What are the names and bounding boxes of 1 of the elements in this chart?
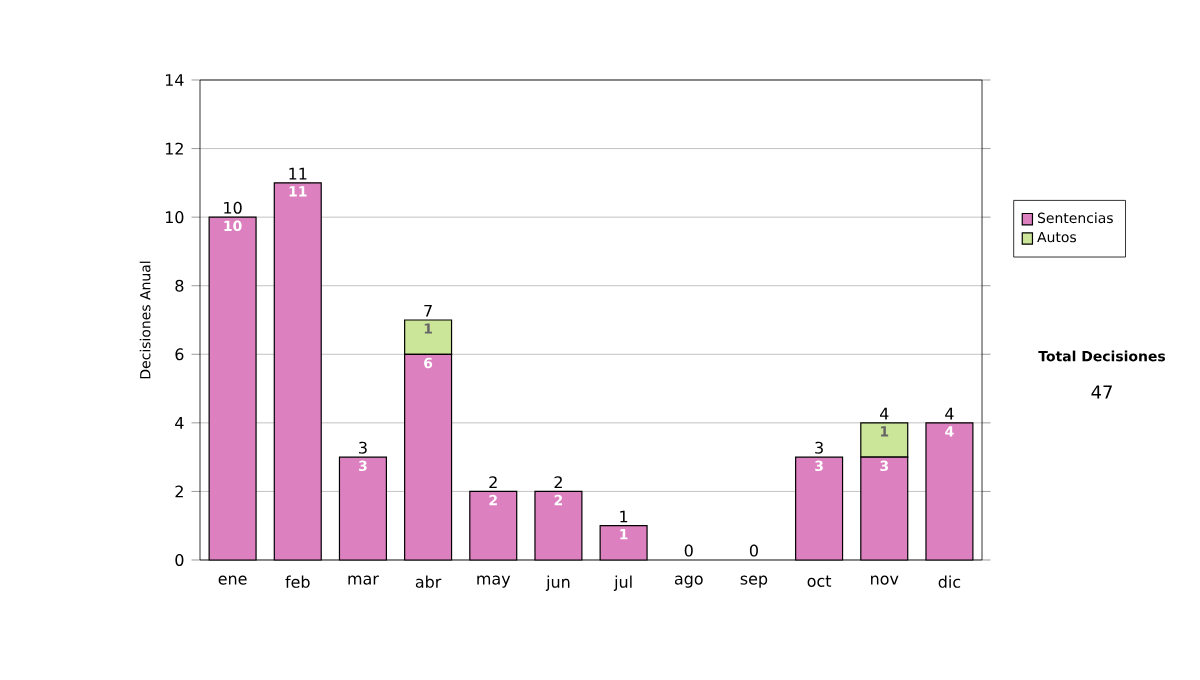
text: 47: [1091, 385, 1112, 399]
